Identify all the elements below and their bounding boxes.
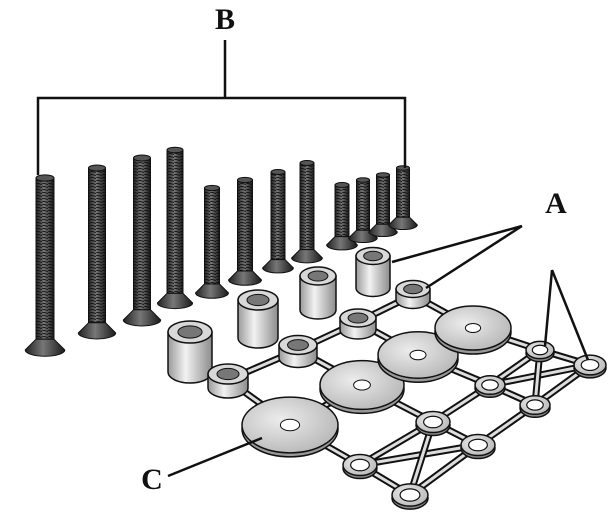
screw-thread <box>237 180 253 271</box>
leader-c <box>167 436 263 478</box>
bracket-b <box>36 40 407 175</box>
ring-hole <box>531 344 549 356</box>
screw-thread <box>167 150 183 294</box>
screw-tip <box>334 182 350 188</box>
screw-head <box>122 309 162 327</box>
screw-head <box>194 283 230 299</box>
screw-head <box>262 259 294 274</box>
screw-thread <box>356 180 370 231</box>
spacer-hole <box>216 367 240 381</box>
screw-head <box>388 216 418 231</box>
screw-tip <box>204 184 220 192</box>
leaders <box>36 40 590 478</box>
spacer-body <box>355 255 391 298</box>
screw-tip <box>88 164 106 172</box>
ring-hole <box>399 488 421 502</box>
ring-hole <box>350 458 370 472</box>
spacer-hole <box>287 339 309 351</box>
spacer-body <box>237 299 279 349</box>
screw-head <box>77 322 117 340</box>
screw-head <box>24 338 66 357</box>
plate <box>224 291 607 510</box>
ring-hole <box>423 415 443 429</box>
screw-head <box>227 270 263 286</box>
screw-thread <box>204 188 220 284</box>
screw-tip <box>376 172 390 178</box>
screw-thread <box>36 178 54 340</box>
screw-thread <box>300 163 314 250</box>
screw-thread <box>376 175 390 225</box>
ring-hole <box>526 399 544 411</box>
label-b: B <box>215 3 235 36</box>
parts <box>167 246 431 399</box>
screw-tip <box>237 176 253 184</box>
screw-head <box>156 292 194 310</box>
screws <box>24 146 418 357</box>
washer-hole <box>353 379 371 391</box>
screw-thread <box>335 185 349 237</box>
spacer-hole <box>246 293 270 307</box>
spacer-hole <box>363 250 383 262</box>
screw-thread <box>396 168 410 218</box>
spacer-hole <box>347 312 369 324</box>
screw-thread <box>271 172 285 260</box>
ring-hole <box>468 438 488 452</box>
screw-tip <box>133 154 151 162</box>
screw-head <box>291 249 323 264</box>
spacer-hole <box>403 283 423 295</box>
screw-tip <box>35 174 55 182</box>
screw-thread <box>133 158 151 310</box>
screw-tip <box>396 165 410 171</box>
screw-thread <box>88 168 106 323</box>
washer-hole <box>409 349 427 361</box>
ring-hole <box>580 358 600 372</box>
washer-hole <box>464 322 482 334</box>
label-a: A <box>545 187 567 220</box>
spacer-hole <box>307 270 329 282</box>
leader-a <box>391 224 590 361</box>
ring-hole <box>481 379 499 391</box>
spacer-body <box>299 275 337 320</box>
washer-hole <box>279 418 301 432</box>
screw-tip <box>270 169 286 175</box>
screw-tip <box>166 146 184 154</box>
spacer-hole <box>177 325 203 339</box>
label-c: C <box>141 463 163 496</box>
screw-tip <box>356 177 370 183</box>
screw-tip <box>299 160 315 166</box>
